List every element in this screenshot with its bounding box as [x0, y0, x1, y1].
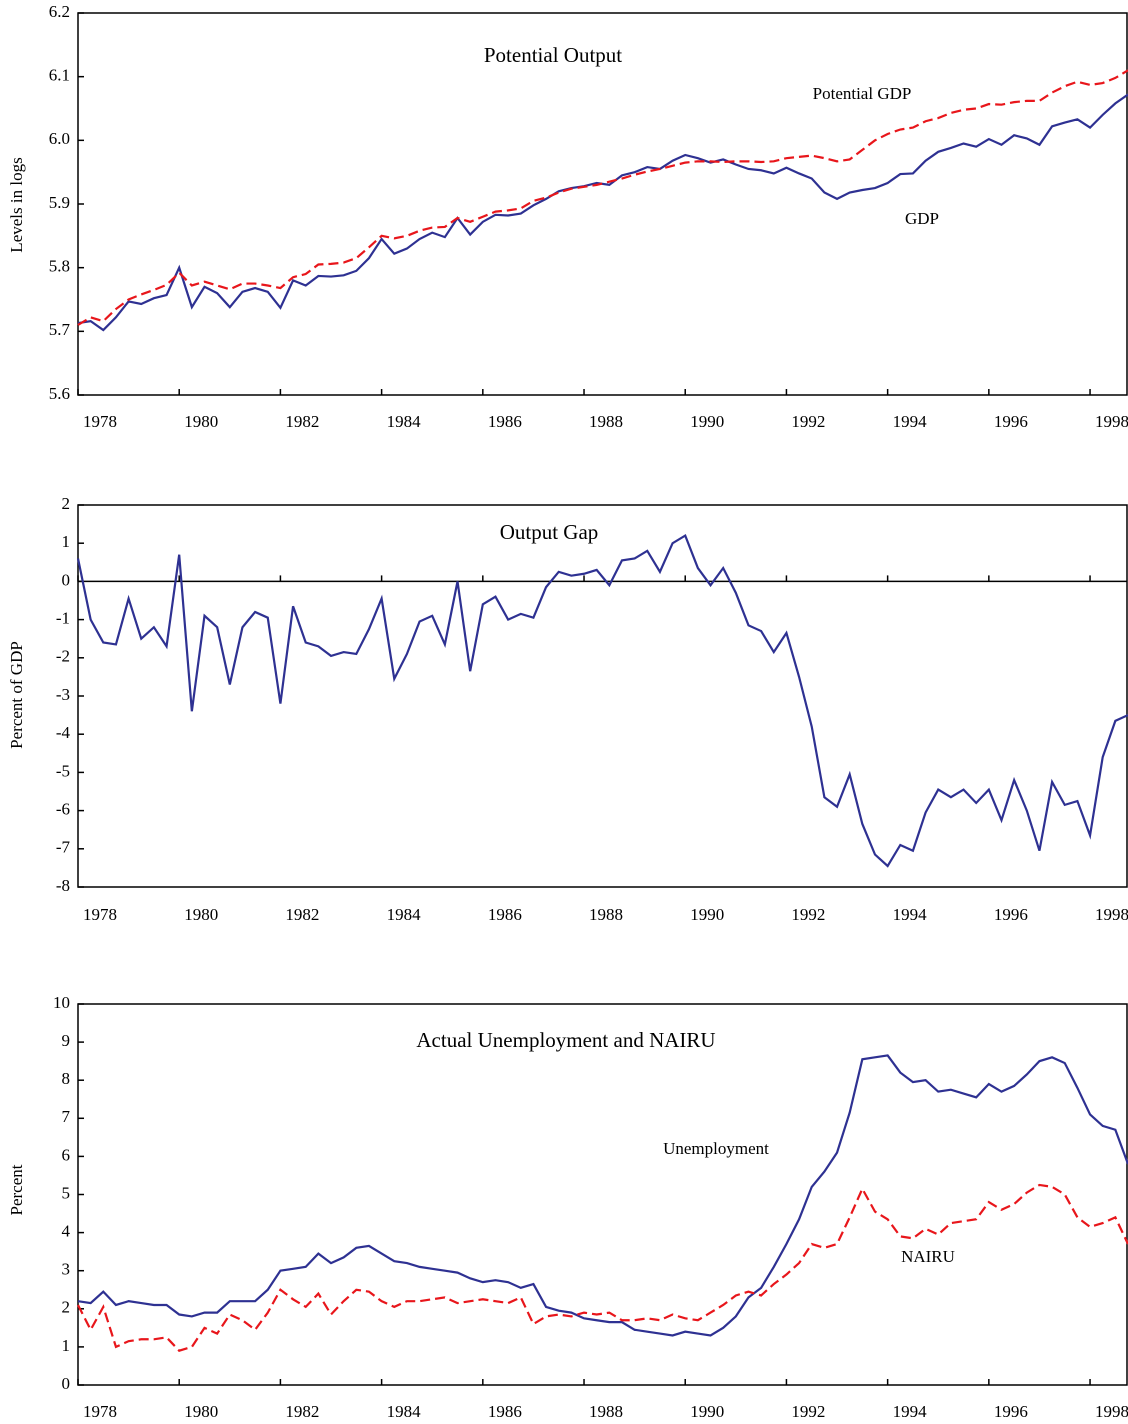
x-tick-label: 1992: [791, 905, 825, 924]
y-tick-label: 4: [62, 1222, 71, 1241]
y-tick-label: 2: [62, 494, 71, 513]
y-tick-label: 0: [62, 1374, 71, 1393]
x-tick-label: 1994: [893, 412, 928, 431]
x-tick-label: 1988: [589, 1402, 623, 1421]
y-tick-label: -3: [56, 685, 70, 704]
x-tick-label: 1998: [1095, 905, 1128, 924]
x-tick-label: 1998: [1095, 1402, 1128, 1421]
x-tick-label: 1996: [994, 1402, 1028, 1421]
y-tick-label: 2: [62, 1298, 71, 1317]
series-line: [77, 69, 1128, 326]
x-tick-label: 1990: [690, 1402, 724, 1421]
y-tick-label: 6.1: [49, 66, 70, 85]
chart-title: Potential Output: [484, 43, 622, 67]
x-tick-label: 1986: [488, 412, 522, 431]
plot-frame: [77, 1003, 1128, 1386]
x-tick-label: 1982: [285, 1402, 319, 1421]
y-tick-label: 0: [62, 570, 71, 589]
x-tick-label: 1988: [589, 412, 623, 431]
x-tick-label: 1978: [83, 1402, 117, 1421]
x-tick-label: 1994: [893, 1402, 928, 1421]
x-tick-label: 1980: [184, 905, 218, 924]
x-tick-label: 1980: [184, 412, 218, 431]
series-line: [77, 93, 1128, 332]
annotation: NAIRU: [901, 1247, 955, 1266]
x-tick-label: 1996: [994, 905, 1028, 924]
x-tick-label: 1982: [285, 412, 319, 431]
y-tick-label: 5: [62, 1183, 71, 1202]
y-tick-label: -6: [56, 800, 70, 819]
y-tick-label: 6: [62, 1145, 71, 1164]
series-line: [77, 1054, 1128, 1337]
y-tick-label: -5: [56, 761, 70, 780]
x-tick-label: 1988: [589, 905, 623, 924]
x-tick-label: 1998: [1095, 412, 1128, 431]
y-axis-label: Percent of GDP: [7, 641, 26, 749]
x-tick-label: 1982: [285, 905, 319, 924]
series-line: [76, 533, 1128, 868]
y-tick-label: 10: [53, 993, 70, 1012]
x-tick-label: 1980: [184, 1402, 218, 1421]
x-tick-label: 1990: [690, 412, 724, 431]
y-tick-label: -7: [56, 838, 71, 857]
x-tick-label: 1994: [893, 905, 928, 924]
series-line: [77, 1183, 1128, 1352]
annotation: Potential GDP: [813, 84, 912, 103]
plot-frame: [77, 504, 1128, 888]
y-tick-label: 8: [62, 1069, 71, 1088]
y-tick-label: 1: [62, 532, 71, 551]
y-axis-label: Levels in logs: [7, 157, 26, 252]
x-tick-label: 1986: [488, 905, 522, 924]
y-tick-label: -8: [56, 876, 70, 895]
x-tick-label: 1990: [690, 905, 724, 924]
x-tick-label: 1978: [83, 905, 117, 924]
y-tick-label: 5.9: [49, 193, 70, 212]
y-tick-label: 3: [62, 1260, 71, 1279]
plot-frame: [77, 12, 1128, 396]
x-tick-label: 1984: [387, 1402, 422, 1421]
x-tick-label: 1978: [83, 412, 117, 431]
annotation: GDP: [905, 209, 939, 228]
y-tick-label: 9: [62, 1031, 71, 1050]
y-tick-label: 5.8: [49, 257, 70, 276]
y-tick-label: 6.0: [49, 129, 70, 148]
y-tick-label: 7: [62, 1107, 71, 1126]
y-tick-label: 5.6: [49, 384, 70, 403]
x-tick-label: 1992: [791, 1402, 825, 1421]
y-tick-label: -1: [56, 609, 70, 628]
y-tick-label: 5.7: [49, 320, 71, 339]
annotation: Unemployment: [663, 1139, 769, 1158]
x-tick-label: 1992: [791, 412, 825, 431]
chart-title: Actual Unemployment and NAIRU: [416, 1028, 715, 1052]
y-tick-label: -2: [56, 647, 70, 666]
x-tick-label: 1984: [387, 905, 422, 924]
x-tick-label: 1984: [387, 412, 422, 431]
y-tick-label: 1: [62, 1336, 71, 1355]
x-tick-label: 1996: [994, 412, 1028, 431]
x-tick-label: 1986: [488, 1402, 522, 1421]
chart-title: Output Gap: [500, 520, 599, 544]
y-tick-label: -4: [56, 723, 71, 742]
y-axis-label: Percent: [7, 1164, 26, 1215]
y-tick-label: 6.2: [49, 2, 70, 21]
